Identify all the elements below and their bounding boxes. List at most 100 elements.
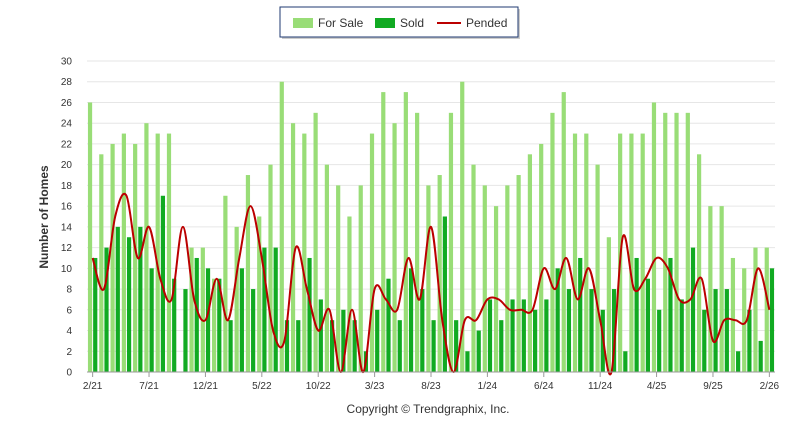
bar-for-sale [234,226,239,372]
y-tick-label: 6 [66,305,72,316]
bar-sold [690,247,696,372]
bar-for-sale [448,112,454,372]
bar-for-sale [212,278,217,372]
bar-sold [160,195,166,372]
bar-for-sale [482,185,487,372]
y-tick-label: 30 [61,57,73,68]
legend-swatch-for-sale [293,18,313,28]
bar-for-sale [674,112,679,372]
bar-sold [172,278,177,372]
bar-sold [566,289,572,372]
bar-for-sale [629,133,634,372]
y-tick-label: 14 [61,222,73,233]
bar-sold [713,289,718,372]
bar-for-sale [369,133,375,372]
bar-for-sale [302,133,307,372]
y-tick-label: 12 [61,243,73,254]
pended-line [91,192,771,376]
bar-for-sale [742,268,747,372]
bar-for-sale [505,185,510,372]
bar-for-sale [121,133,126,372]
bar-sold [589,289,594,372]
bar-for-sale [381,92,386,372]
bar-for-sale [403,92,408,372]
bar-sold [442,216,447,372]
bar-sold [408,268,414,372]
x-tick-label: 12/21 [193,381,218,392]
bar-for-sale [133,143,138,372]
bar-sold [329,320,335,372]
bar-sold [251,289,256,372]
bar-sold [386,278,391,372]
bar-sold [499,320,504,372]
bar-for-sale [268,164,273,372]
y-tick-label: 10 [61,264,73,275]
bar-sold [93,257,98,372]
bar-sold [544,299,549,372]
bar-sold [273,247,278,372]
x-tick-label: 2/26 [760,381,780,392]
bar-for-sale [516,175,521,372]
bar-sold [454,320,459,372]
legend-label-pended: Pended [466,16,507,30]
bar-sold [296,320,301,372]
x-tick-label: 1/24 [478,381,498,392]
x-tick-label: 10/22 [306,381,331,392]
bar-for-sale [471,164,476,372]
y-tick-label: 4 [66,326,72,337]
bar-sold [657,309,662,372]
bar-for-sale [595,164,600,372]
bar-sold [318,299,323,372]
bar-for-sale [493,206,499,372]
bar-for-sale [651,102,657,372]
bar-sold [228,320,233,372]
bar-for-sale [415,112,420,372]
y-tick-label: 18 [61,181,73,192]
y-tick-label: 16 [61,202,73,213]
x-tick-label: 3/23 [365,381,385,392]
bar-for-sale [426,185,431,372]
bar-for-sale [753,247,758,372]
bar-for-sale [279,81,284,372]
bar-for-sale [144,123,149,372]
bar-sold [679,299,684,372]
bar-for-sale [527,154,533,372]
bar-for-sale [189,247,194,372]
bar-for-sale [719,206,724,372]
bar-sold [724,289,729,372]
bar-sold [284,320,290,372]
bar-for-sale [313,112,318,372]
bar-sold [115,226,120,372]
bar-for-sale [166,133,172,372]
x-tick-label: 8/23 [421,381,441,392]
bar-sold [702,309,707,372]
bar-for-sale [87,102,93,372]
y-tick-label: 2 [66,347,72,358]
bar-sold [194,257,199,372]
bar-sold [262,247,267,372]
bar-sold [352,320,357,372]
bar-sold [521,299,526,372]
y-axis-label: Number of Homes [37,165,51,269]
bar-sold [487,299,493,372]
bar-for-sale [539,143,544,372]
bar-sold [645,278,650,372]
x-tick-label: 2/21 [83,381,103,392]
bar-sold [533,309,538,372]
bar-sold [476,330,481,372]
bar-for-sale [110,143,115,372]
bar-sold [578,257,583,372]
bar-sold [431,320,436,372]
bar-for-sale [245,175,251,372]
bar-sold [510,299,515,372]
legend-box [279,6,519,38]
bar-sold [465,351,470,372]
bar-sold [747,309,752,372]
y-tick-label: 26 [61,98,73,109]
bar-sold [205,268,211,372]
bar-for-sale [696,154,702,372]
bar-for-sale [561,92,566,372]
bar-for-sale [200,247,205,372]
